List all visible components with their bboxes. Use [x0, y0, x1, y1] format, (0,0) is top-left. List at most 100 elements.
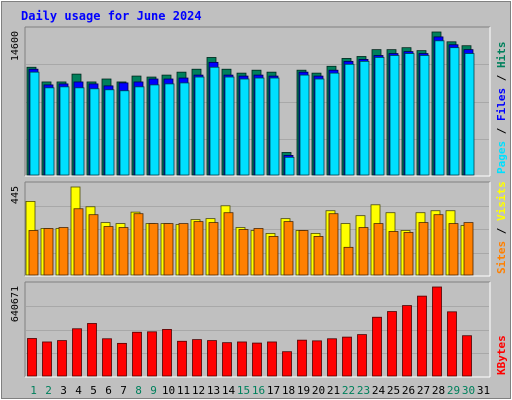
bar-kbytes-kbytes-day-4	[72, 328, 82, 377]
bar-visits_sites-sites-day-1	[28, 230, 39, 276]
ymax-label: 445	[10, 186, 21, 204]
x-tick-label-day-1: 1	[30, 384, 37, 397]
bar-kbytes-kbytes-day-19	[297, 339, 307, 377]
bar-pages_files_hits-pages-day-19	[299, 74, 310, 176]
bar-visits_sites-sites-day-24	[373, 223, 384, 276]
bar-pages_files_hits-pages-day-30	[464, 53, 475, 176]
x-tick-label-day-26: 26	[402, 384, 415, 397]
bar-pages_files_hits-pages-day-5	[89, 88, 100, 176]
x-tick-label-day-24: 24	[372, 384, 386, 397]
x-tick-label-day-21: 21	[327, 384, 340, 397]
bar-pages_files_hits-pages-day-7	[119, 90, 130, 176]
x-tick-label-day-13: 13	[207, 384, 220, 397]
bar-kbytes-kbytes-day-8	[132, 331, 142, 377]
x-tick-label-day-30: 30	[462, 384, 475, 397]
x-tick-label-day-29: 29	[447, 384, 460, 397]
bar-kbytes-kbytes-day-9	[147, 331, 157, 377]
legend-entry-visits: Visits	[495, 181, 508, 221]
bar-visits_sites-sites-day-30	[463, 222, 474, 276]
x-tick-label-day-27: 27	[417, 384, 430, 397]
bar-pages_files_hits-pages-day-14	[224, 76, 235, 176]
bar-kbytes-kbytes-day-28	[432, 286, 442, 377]
x-tick-label-day-31: 31	[477, 384, 490, 397]
bar-pages_files_hits-pages-day-28	[434, 40, 445, 176]
legend-separator: /	[495, 68, 508, 88]
bar-kbytes-kbytes-day-26	[402, 305, 412, 377]
bar-visits_sites-sites-day-20	[313, 236, 324, 276]
bar-kbytes-kbytes-day-24	[372, 316, 382, 377]
bar-kbytes-kbytes-day-17	[267, 341, 277, 377]
bar-visits_sites-sites-day-16	[253, 228, 264, 276]
bar-visits_sites-sites-day-10	[163, 223, 174, 276]
x-tick-label-day-4: 4	[75, 384, 82, 397]
bar-pages_files_hits-pages-day-12	[194, 76, 205, 176]
ymax-label: 640671	[10, 286, 21, 322]
chart-title: Daily usage for June 2024	[21, 9, 202, 23]
bar-visits_sites-sites-day-12	[193, 221, 204, 276]
x-tick-label-day-5: 5	[90, 384, 97, 397]
bar-kbytes-kbytes-day-15	[237, 341, 247, 377]
bar-pages_files_hits-pages-day-11	[179, 82, 190, 176]
bar-kbytes-kbytes-day-29	[447, 311, 457, 377]
bar-pages_files_hits-pages-day-1	[29, 71, 40, 176]
x-tick-label-day-20: 20	[312, 384, 325, 397]
bar-visits_sites-sites-day-19	[298, 230, 309, 276]
bar-kbytes-kbytes-day-6	[102, 338, 112, 377]
bar-visits_sites-sites-day-18	[283, 221, 294, 276]
bar-kbytes-kbytes-day-11	[177, 340, 187, 377]
legend-kbytes: KBytes	[495, 335, 508, 375]
bar-pages_files_hits-pages-day-4	[74, 87, 85, 176]
bar-visits_sites-sites-day-22	[343, 246, 354, 276]
bar-kbytes-kbytes-day-2	[42, 341, 52, 377]
bar-pages_files_hits-pages-day-15	[239, 78, 250, 176]
x-tick-label-day-12: 12	[192, 384, 205, 397]
bar-kbytes-kbytes-day-10	[162, 329, 172, 377]
bar-visits_sites-sites-day-3	[58, 227, 69, 276]
bar-visits_sites-sites-day-13	[208, 222, 219, 276]
bar-pages_files_hits-pages-day-22	[344, 63, 355, 176]
x-tick-label-day-7: 7	[120, 384, 127, 397]
bar-kbytes-kbytes-day-14	[222, 342, 232, 377]
bar-pages_files_hits-pages-day-13	[209, 66, 220, 176]
legend-entry-pages: Pages	[495, 141, 508, 174]
legend-visits_sites: Sites / Visits	[495, 181, 508, 274]
bar-pages_files_hits-pages-day-24	[374, 57, 385, 176]
legend-entry-hits: Hits	[495, 42, 508, 69]
bar-pages_files_hits-pages-day-10	[164, 83, 175, 176]
x-tick-label-day-6: 6	[105, 384, 112, 397]
bar-pages_files_hits-pages-day-16	[254, 77, 265, 176]
bar-visits_sites-sites-day-29	[448, 223, 459, 276]
bar-visits_sites-sites-day-8	[133, 213, 144, 276]
x-tick-label-day-14: 14	[222, 384, 236, 397]
ymax-label: 14600	[10, 31, 21, 61]
bar-pages_files_hits-pages-day-2	[44, 87, 55, 176]
bar-visits_sites-sites-day-21	[328, 213, 339, 276]
bar-kbytes-kbytes-day-1	[27, 338, 37, 377]
legend-separator: /	[495, 221, 508, 241]
bar-visits_sites-sites-day-2	[43, 228, 54, 276]
bar-kbytes-kbytes-day-20	[312, 340, 322, 377]
bar-kbytes-kbytes-day-21	[327, 338, 337, 377]
bar-pages_files_hits-pages-day-18	[284, 156, 295, 176]
bar-pages_files_hits-pages-day-27	[419, 55, 430, 176]
bar-visits_sites-sites-day-14	[223, 212, 234, 276]
bar-pages_files_hits-pages-day-26	[404, 53, 415, 176]
bar-visits_sites-sites-day-25	[388, 231, 399, 276]
x-tick-label-day-10: 10	[162, 384, 175, 397]
x-tick-label-day-22: 22	[342, 384, 355, 397]
bar-visits_sites-sites-day-11	[178, 223, 189, 276]
x-tick-label-day-2: 2	[45, 384, 52, 397]
bar-visits_sites-sites-day-28	[433, 214, 444, 276]
bar-kbytes-kbytes-day-18	[282, 351, 292, 377]
bar-kbytes-kbytes-day-23	[357, 334, 367, 377]
bar-kbytes-kbytes-day-5	[87, 323, 97, 377]
bar-pages_files_hits-pages-day-17	[269, 77, 280, 176]
bar-visits_sites-sites-day-7	[118, 227, 129, 276]
bar-visits_sites-sites-day-23	[358, 227, 369, 276]
bar-visits_sites-sites-day-6	[103, 226, 114, 276]
x-tick-label-day-11: 11	[177, 384, 190, 397]
bar-pages_files_hits-pages-day-9	[149, 84, 160, 176]
bar-pages_files_hits-pages-day-3	[59, 86, 70, 176]
x-tick-label-day-17: 17	[267, 384, 280, 397]
